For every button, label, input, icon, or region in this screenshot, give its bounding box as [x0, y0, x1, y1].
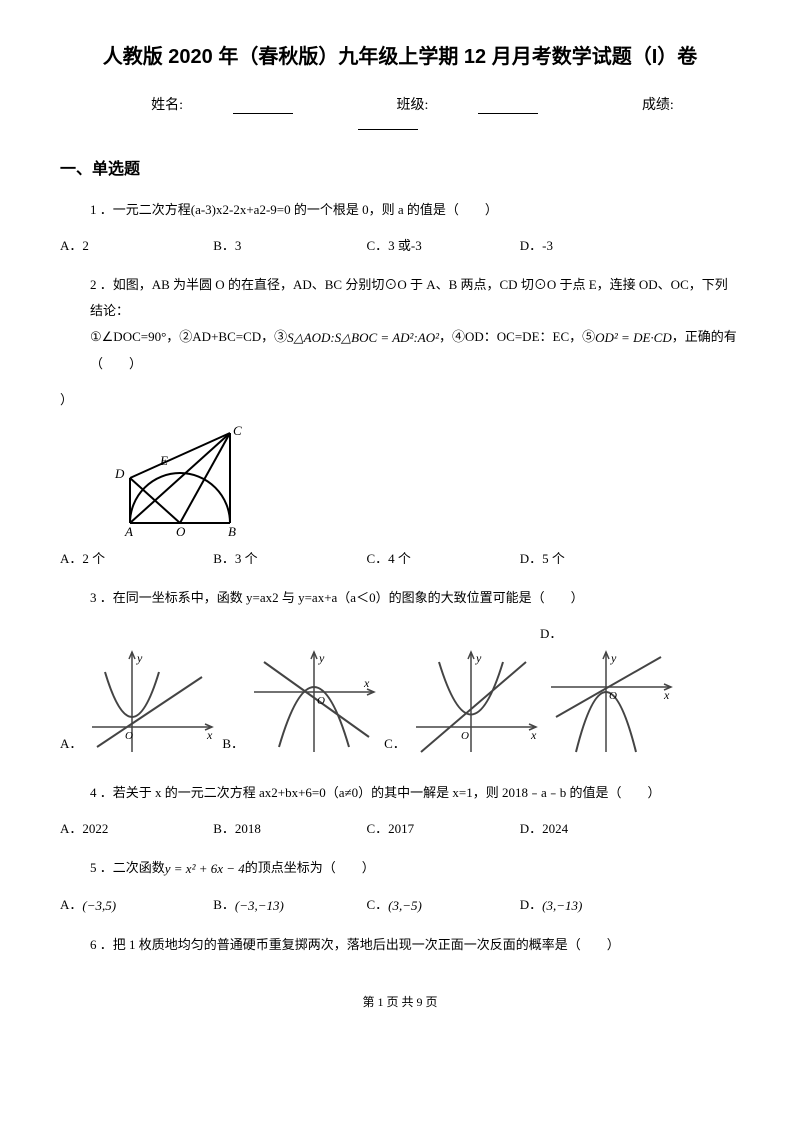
svg-text:y: y	[318, 651, 325, 665]
q3-c-label: C．	[384, 733, 406, 752]
q5-text1: 5 ．二次函数	[90, 860, 165, 875]
q2-formula1: S△AOD:S△BOC = AD²:AO²	[287, 325, 439, 351]
score-label: 成绩:	[642, 98, 674, 113]
svg-text:O: O	[317, 695, 325, 707]
q5-opt-c: (3,−5)	[388, 898, 422, 914]
q2-text: 2 ．如图，AB 为半圆 O 的在直径，AD、BC 分别切⊙O 于 A、B 两点…	[90, 272, 740, 377]
q4-text: 4 ．若关于 x 的一元二次方程 ax2+bx+6=0（a≠0）的其中一解是 x…	[90, 780, 740, 806]
name-blank	[233, 99, 293, 114]
q2-opt-b: B．3 个	[213, 548, 363, 567]
q2-opt-a: A．2 个	[60, 548, 210, 567]
q5-text2: 的顶点坐标为（ ）	[245, 860, 375, 875]
q2-text2: ①∠DOC=90°，②AD+BC=CD，③	[90, 329, 287, 344]
q3-graph-c: y O x	[411, 647, 546, 762]
q2-opt-d: D．5 个	[520, 548, 670, 567]
svg-text:O: O	[609, 690, 617, 702]
info-line: 姓名: 班级: 成绩:	[60, 94, 740, 130]
svg-text:E: E	[159, 453, 168, 468]
svg-text:y: y	[610, 651, 617, 665]
q5-c-label: C．	[367, 894, 389, 913]
q5-opt-d: (3,−13)	[542, 898, 582, 914]
score-blank	[358, 115, 418, 130]
q5-opt-a: (−3,5)	[82, 898, 116, 914]
svg-text:y: y	[475, 651, 482, 665]
svg-text:O: O	[176, 524, 186, 538]
svg-text:B: B	[228, 524, 236, 538]
q3-d-label: D．	[540, 623, 740, 642]
svg-text:y: y	[136, 651, 143, 665]
q3-a-label: A．	[60, 733, 82, 752]
q3-graph-a: y O x	[87, 647, 222, 762]
q4-opt-a: A．2022	[60, 818, 210, 837]
class-blank	[478, 99, 538, 114]
q2-text1: 2 ．如图，AB 为半圆 O 的在直径，AD、BC 分别切⊙O 于 A、B 两点…	[90, 277, 728, 318]
q2-opt-c: C．4 个	[367, 548, 517, 567]
q5-a-label: A．	[60, 894, 82, 913]
q4-opt-d: D．2024	[520, 818, 670, 837]
q4-opt-b: B．2018	[213, 818, 363, 837]
name-label: 姓名:	[151, 98, 183, 113]
q3-graph-d: y O x	[546, 647, 681, 762]
svg-text:A: A	[124, 524, 133, 538]
q6-text: 6 ．把 1 枚质地均匀的普通硬币重复掷两次，落地后出现一次正面一次反面的概率是…	[90, 932, 740, 958]
q3-graph-b: y O x	[249, 647, 384, 762]
q1-opt-d: D．-3	[520, 235, 670, 254]
q5-d-label: D．	[520, 894, 542, 913]
q1-text: 1 ．一元二次方程(a-3)x2-2x+a2-9=0 的一个根是 0，则 a 的…	[90, 197, 740, 223]
q3-b-label: B．	[222, 733, 244, 752]
q4-opt-c: C．2017	[367, 818, 517, 837]
q5-formula: y = x² + 6x − 4	[165, 856, 245, 882]
svg-text:D: D	[114, 466, 125, 481]
q2-formula2: OD² = DE·CD	[595, 325, 672, 351]
q5-text: 5 ．二次函数y = x² + 6x − 4的顶点坐标为（ ）	[90, 855, 740, 882]
svg-text:x: x	[206, 728, 213, 742]
page-footer: 第 1 页 共 9 页	[60, 993, 740, 1010]
q5-opt-b: (−3,−13)	[235, 898, 284, 914]
q5-b-label: B．	[213, 894, 235, 913]
q1-opt-a: A．2	[60, 235, 210, 254]
svg-text:C: C	[233, 423, 242, 438]
q4-options: A．2022 B．2018 C．2017 D．2024	[60, 818, 740, 837]
svg-text:O: O	[125, 730, 133, 742]
q2-options: A．2 个 B．3 个 C．4 个 D．5 个	[60, 548, 740, 567]
q1-options: A．2 B．3 C．3 或-3 D．-3	[60, 235, 740, 254]
section-title: 一、单选题	[60, 155, 740, 179]
q2-paren: ）	[60, 389, 740, 408]
page-title: 人教版 2020 年（春秋版）九年级上学期 12 月月考数学试题（I）卷	[60, 40, 740, 69]
svg-text:O: O	[461, 730, 469, 742]
q2-diagram: A O B C D E	[110, 423, 270, 538]
q3-text: 3 ．在同一坐标系中，函数 y=ax2 与 y=ax+a（a＜0）的图象的大致位…	[90, 585, 740, 611]
q2-text3: ，④OD：OC=DE：EC，⑤	[439, 329, 595, 344]
q5-options: A．(−3,5) B．(−3,−13) C．(3,−5) D．(3,−13)	[60, 894, 740, 914]
q1-opt-c: C．3 或-3	[367, 235, 517, 254]
svg-text:x: x	[530, 728, 537, 742]
q1-opt-b: B．3	[213, 235, 363, 254]
svg-text:x: x	[363, 676, 370, 690]
q3-graphs: A． y O x B．	[60, 647, 740, 762]
svg-text:x: x	[663, 688, 670, 702]
class-label: 班级:	[397, 98, 429, 113]
